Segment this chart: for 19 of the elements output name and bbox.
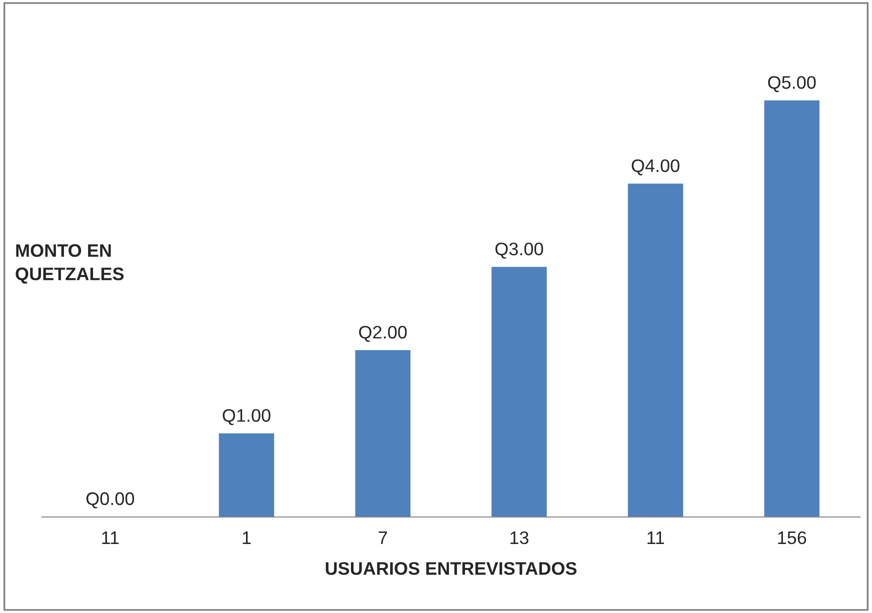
bar: [218, 433, 274, 517]
data-label: Q3.00: [495, 242, 544, 259]
y-axis-title: MONTO EN QUETZALES: [16, 244, 124, 284]
x-tick-label: 11: [102, 532, 119, 544]
x-tick-label: 156: [778, 531, 806, 544]
data-label: Q0.00: [86, 492, 134, 508]
data-label: Q5.00: [768, 76, 816, 92]
bar: [492, 266, 547, 517]
x-tick-label: 7: [378, 532, 387, 544]
bar: [628, 184, 684, 517]
data-label: Q2.00: [359, 326, 407, 342]
x-tick-label: 11: [648, 532, 664, 544]
data-label: Q1.00: [222, 409, 270, 426]
x-axis-title: USUARIOS ENTREVISTADOS: [326, 562, 577, 575]
data-label: Q4.00: [632, 159, 680, 176]
bar: [764, 100, 820, 517]
bar: [355, 350, 410, 517]
x-tick-label: 1: [242, 532, 251, 544]
x-tick-label: 13: [510, 531, 528, 544]
